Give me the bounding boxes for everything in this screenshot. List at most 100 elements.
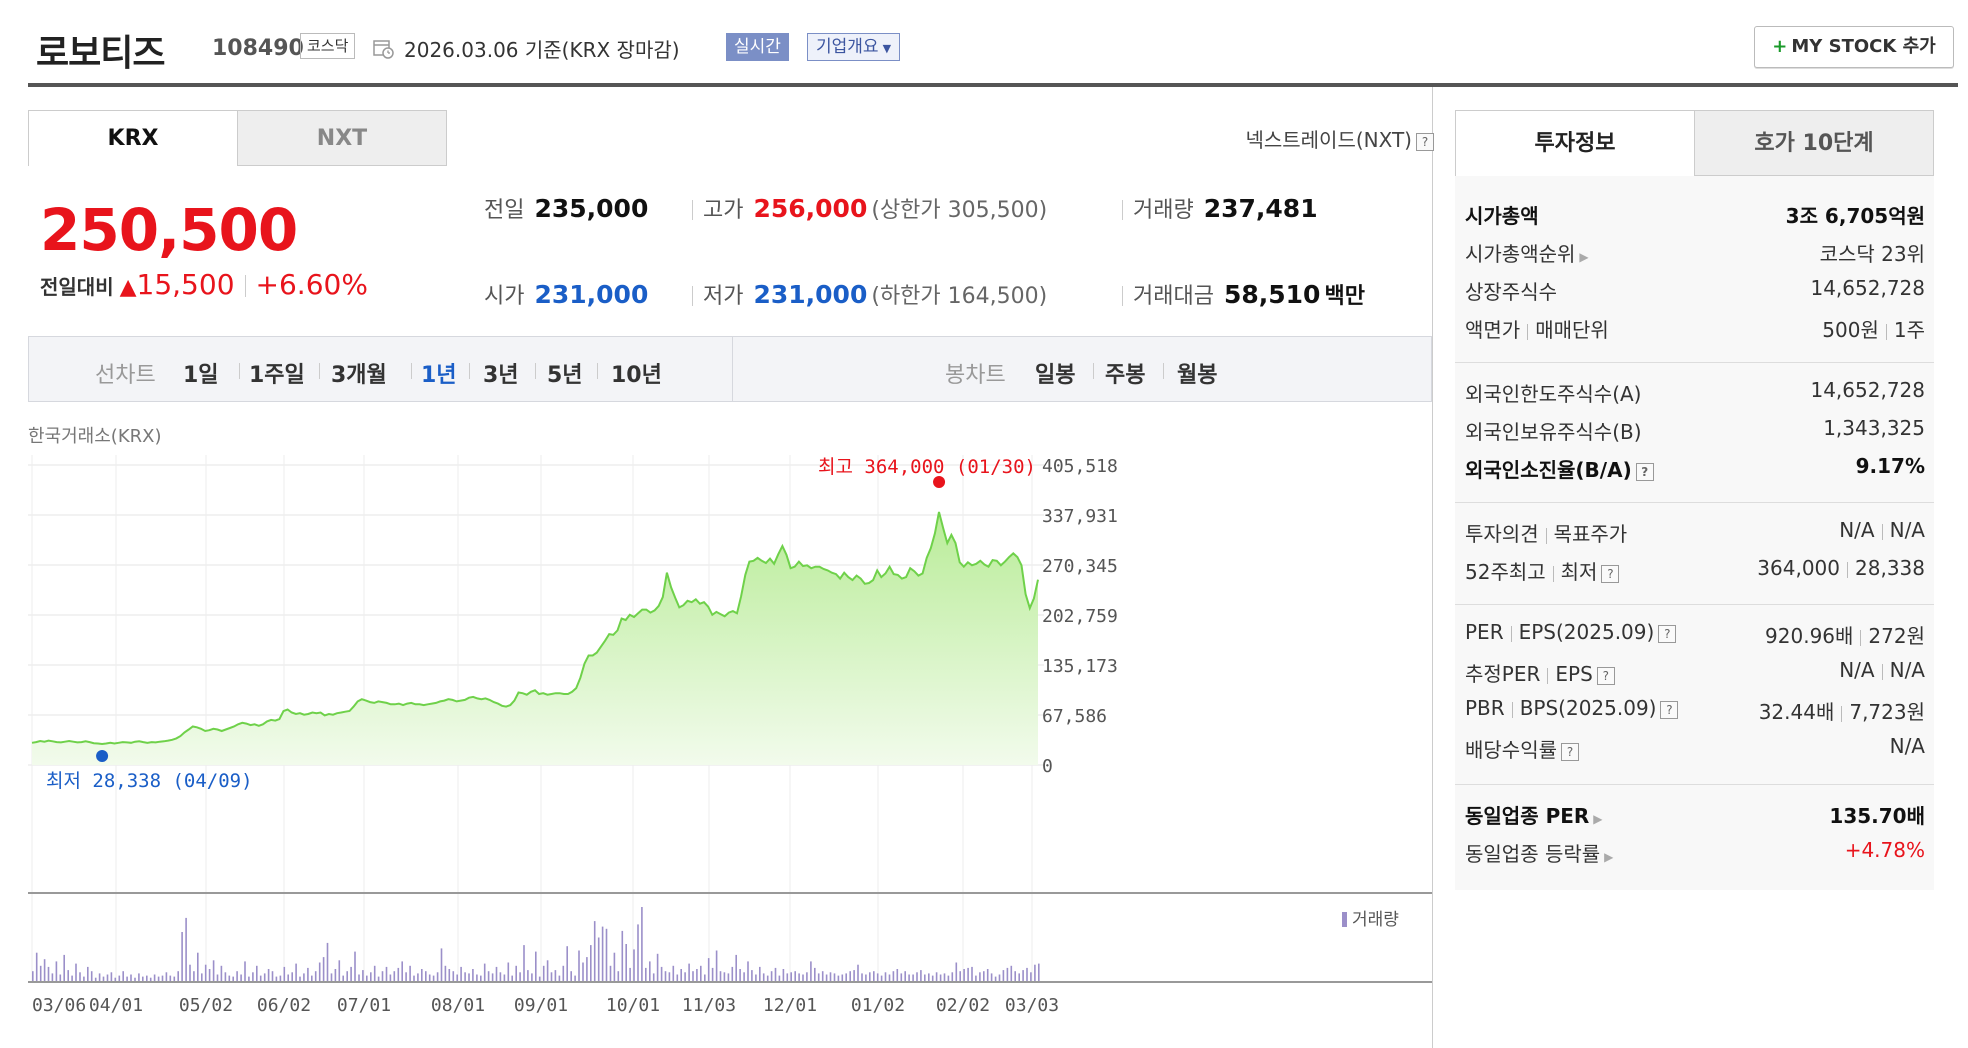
change-amount: 15,500 xyxy=(136,268,235,301)
volume-bar xyxy=(849,971,851,981)
y-tick-label: 0 xyxy=(1042,756,1053,777)
volume-bar xyxy=(401,961,403,981)
period-10y[interactable]: 10년 xyxy=(611,363,662,388)
dividend-row: 배당수익률? N/A xyxy=(1465,734,1925,764)
volume-bar xyxy=(370,972,372,981)
trade-unit-value: 1주 xyxy=(1893,318,1925,342)
volume-bar xyxy=(939,974,942,981)
x-tick-label: 11/03 xyxy=(682,995,736,1016)
volume-bar xyxy=(126,976,128,981)
max-marker xyxy=(933,475,946,488)
volume-bar xyxy=(562,965,565,981)
volume-bar xyxy=(35,952,38,981)
volume-bar xyxy=(798,973,800,981)
help-icon[interactable]: ? xyxy=(1635,462,1654,481)
tab-krx[interactable]: KRX xyxy=(28,110,238,166)
volume-bar xyxy=(263,973,266,981)
volume-bar xyxy=(629,967,631,981)
low-label: 저가 xyxy=(703,284,744,309)
nxt-info-link[interactable]: 넥스트레이드(NXT)? xyxy=(1245,124,1434,153)
add-mystock-button[interactable]: + MY STOCK 추가 xyxy=(1754,26,1954,68)
tab-nxt[interactable]: NXT xyxy=(237,110,447,166)
volume-bar xyxy=(428,974,431,981)
candle-daily[interactable]: 일봉 xyxy=(1035,363,1076,388)
market-cap-rank-label: 시가총액순위 xyxy=(1465,242,1576,266)
volume-bar xyxy=(189,964,191,981)
period-1y[interactable]: 1년 xyxy=(421,363,457,388)
volume-bar xyxy=(362,970,364,981)
volume-bar xyxy=(177,971,179,981)
volume-bar xyxy=(810,961,812,981)
est-per-label: 추정PER xyxy=(1465,662,1541,686)
x-tick-label: 05/02 xyxy=(179,995,233,1016)
period-1d[interactable]: 1일 xyxy=(183,363,219,388)
volume-bar xyxy=(821,971,824,981)
per-label: PER xyxy=(1465,620,1504,644)
y-axis: 405,518 337,931 270,345 202,759 135,173 67,58… xyxy=(1042,456,1118,777)
candle-monthly[interactable]: 월봉 xyxy=(1177,363,1218,388)
volume-bar xyxy=(951,972,954,981)
x-axis: 03/06 04/01 05/02 06/02 07/01 08/01 09/01 10/01… xyxy=(32,995,1059,1016)
volume-bar xyxy=(782,969,785,981)
volume-bar xyxy=(130,974,132,981)
volume-bar xyxy=(240,974,242,981)
volume-bar xyxy=(817,973,820,981)
section-divider xyxy=(1455,362,1934,363)
volume-bar xyxy=(668,972,671,981)
volume-bar xyxy=(1022,970,1024,981)
foreign-hold-value: 1,343,325 xyxy=(1823,416,1925,440)
volume-bar xyxy=(287,974,289,981)
sector-change-row[interactable]: 동일업종 등락률 ▶ +4.78% xyxy=(1465,838,1925,868)
realtime-button[interactable]: 실시간 xyxy=(726,33,789,61)
market-cap-rank-row[interactable]: 시가총액순위 ▶ 코스닥 23위 xyxy=(1465,238,1925,268)
volume-bar xyxy=(342,975,344,981)
help-icon[interactable]: ? xyxy=(1596,666,1615,685)
volume-bar xyxy=(354,951,356,981)
volume-bar xyxy=(1018,973,1020,981)
volume-bar xyxy=(436,972,439,981)
foreign-ratio-value: 9.17% xyxy=(1855,454,1925,478)
eps-label: EPS(2025.09) xyxy=(1518,620,1655,644)
volume-bar xyxy=(417,973,419,981)
volume-bar xyxy=(102,976,105,981)
volume-bar xyxy=(931,975,934,981)
volume-bar xyxy=(778,975,781,981)
period-1w[interactable]: 1주일 xyxy=(249,363,305,388)
y-tick-label: 67,586 xyxy=(1042,706,1107,727)
volume-bar xyxy=(318,962,321,981)
volume-bar xyxy=(425,971,427,981)
help-icon[interactable]: ? xyxy=(1561,742,1579,761)
volume-legend-swatch xyxy=(1342,912,1347,927)
volume-bar xyxy=(303,973,305,981)
opinion-label: 투자의견 xyxy=(1465,522,1539,546)
company-overview-dropdown[interactable]: 기업개요 ▼ xyxy=(807,33,901,61)
volume-bar xyxy=(275,976,278,981)
volume-bar xyxy=(193,971,195,981)
change-percent: +6.60% xyxy=(255,268,368,301)
tab-orderbook-10[interactable]: 호가 10단계 xyxy=(1694,110,1934,176)
volume-bar xyxy=(409,965,411,981)
volume-bar xyxy=(755,974,757,981)
volume-bar xyxy=(224,972,227,981)
period-5y[interactable]: 5년 xyxy=(547,363,583,388)
volume-bar xyxy=(283,966,286,981)
period-3y[interactable]: 3년 xyxy=(483,363,519,388)
price-chart[interactable]: 405,518 337,931 270,345 202,759 135,173 67,58… xyxy=(28,455,1432,1045)
volume-bar xyxy=(161,975,164,981)
help-icon[interactable]: ? xyxy=(1416,132,1434,151)
help-icon[interactable]: ? xyxy=(1660,700,1679,719)
candle-weekly[interactable]: 주봉 xyxy=(1105,363,1146,388)
volume-bar xyxy=(527,970,529,981)
sector-per-row[interactable]: 동일업종 PER ▶ 135.70배 xyxy=(1465,800,1925,830)
tab-invest-info[interactable]: 투자정보 xyxy=(1455,110,1695,176)
volume-bar xyxy=(762,973,765,981)
volume-bar xyxy=(153,974,156,981)
volume-bar xyxy=(393,971,396,981)
help-icon[interactable]: ? xyxy=(1601,564,1620,583)
company-overview-label: 기업개요 xyxy=(816,37,879,57)
target-price-value: N/A xyxy=(1889,518,1925,542)
lower-limit: (하한가 164,500) xyxy=(871,284,1048,309)
volume-bars xyxy=(32,907,1040,981)
period-3m[interactable]: 3개월 xyxy=(331,363,387,388)
help-icon[interactable]: ? xyxy=(1658,624,1677,643)
